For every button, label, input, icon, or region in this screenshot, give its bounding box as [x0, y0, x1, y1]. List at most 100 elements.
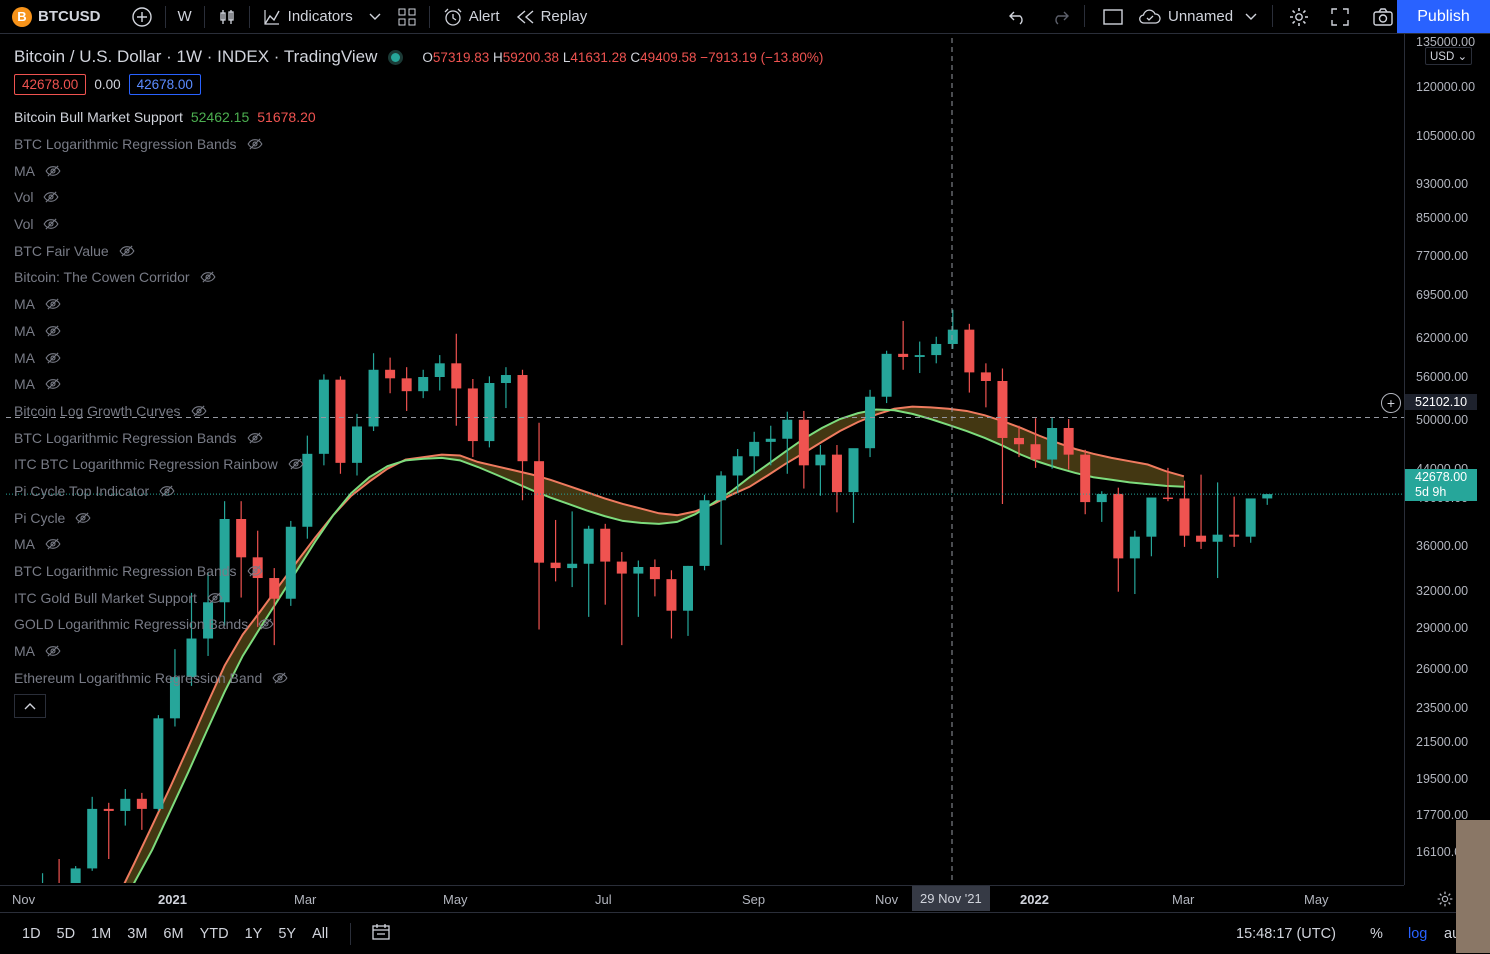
candle-up[interactable]: [732, 456, 743, 476]
indicator-row[interactable]: MA: [14, 371, 823, 398]
candle-up[interactable]: [782, 419, 793, 439]
candle-up[interactable]: [716, 475, 727, 501]
indicator-row[interactable]: Bitcoin: The Cowen Corridor: [14, 264, 823, 291]
percent-toggle[interactable]: %: [1366, 926, 1387, 942]
indicator-row[interactable]: BTC Logarithmic Regression Bands: [14, 131, 823, 158]
indicator-row[interactable]: ITC BTC Logarithmic Regression Rainbow: [14, 451, 823, 478]
candle-up[interactable]: [865, 396, 876, 449]
indicator-row[interactable]: MA: [14, 344, 823, 371]
eye-hidden-icon[interactable]: [45, 538, 61, 550]
candle-up[interactable]: [749, 441, 760, 457]
eye-hidden-icon[interactable]: [247, 432, 263, 444]
gear-icon[interactable]: [1436, 890, 1454, 908]
candle-down[interactable]: [649, 566, 660, 580]
indicator-row[interactable]: Pi Cycle: [14, 504, 823, 531]
candle-down[interactable]: [236, 518, 247, 558]
candle-down[interactable]: [1229, 534, 1240, 537]
candle-down[interactable]: [616, 561, 627, 574]
range-1m-button[interactable]: 1M: [91, 925, 112, 942]
indicator-row[interactable]: Vol: [14, 211, 823, 238]
crosshair-add-button[interactable]: +: [1381, 393, 1401, 413]
candle-down[interactable]: [964, 329, 975, 373]
price-chart[interactable]: [6, 38, 1404, 883]
candle-up[interactable]: [484, 383, 495, 442]
candle-up[interactable]: [169, 677, 180, 719]
templates-button[interactable]: [389, 0, 425, 33]
time-axis[interactable]: 29 Nov '21 Nov 2021 Mar May Jul Sep Nov 2022 Mar…: [0, 885, 1453, 913]
candle-down[interactable]: [798, 419, 809, 466]
indicator-row[interactable]: Ethereum Logarithmic Regression Band: [14, 664, 823, 691]
screenshot-button[interactable]: [1364, 0, 1402, 33]
undo-button[interactable]: [1000, 0, 1036, 33]
candle-down[interactable]: [136, 798, 147, 809]
candle-down[interactable]: [898, 353, 909, 357]
candle-up[interactable]: [219, 518, 230, 603]
indicator-row[interactable]: MA: [14, 318, 823, 345]
eye-hidden-icon[interactable]: [45, 378, 61, 390]
candle-down[interactable]: [1063, 427, 1074, 455]
eye-hidden-icon[interactable]: [45, 325, 61, 337]
symbol-search[interactable]: B BTCUSD: [0, 0, 109, 33]
range-1d-button[interactable]: 1D: [22, 925, 41, 942]
candle-down[interactable]: [666, 579, 677, 611]
candle-up[interactable]: [186, 638, 197, 678]
candle-down[interactable]: [1080, 454, 1091, 503]
candle-up[interactable]: [285, 526, 296, 599]
candle-up[interactable]: [815, 454, 826, 466]
candle-up[interactable]: [70, 868, 81, 883]
settings-button[interactable]: [1280, 0, 1318, 33]
candle-down[interactable]: [997, 380, 1008, 438]
candle-up[interactable]: [1129, 536, 1140, 559]
candle-down[interactable]: [517, 375, 528, 462]
candle-up[interactable]: [914, 355, 925, 357]
range-5y-button[interactable]: 5Y: [278, 925, 297, 942]
eye-hidden-icon[interactable]: [191, 405, 207, 417]
alert-button[interactable]: Alert: [434, 0, 508, 33]
range-1y-button[interactable]: 1Y: [244, 925, 263, 942]
candle-up[interactable]: [848, 448, 859, 493]
clock[interactable]: 15:48:17 (UTC): [1236, 926, 1336, 942]
eye-hidden-icon[interactable]: [288, 458, 304, 470]
currency-selector[interactable]: USD ⌄: [1425, 47, 1473, 65]
indicator-row[interactable]: MA: [14, 157, 823, 184]
log-toggle[interactable]: log: [1404, 926, 1431, 942]
candle-up[interactable]: [318, 379, 329, 454]
candle-down[interactable]: [1113, 493, 1124, 559]
candle-up[interactable]: [1212, 534, 1223, 542]
eye-hidden-icon[interactable]: [258, 618, 274, 630]
candle-up[interactable]: [699, 500, 710, 566]
redo-button[interactable]: [1042, 0, 1078, 33]
eye-hidden-icon[interactable]: [159, 485, 175, 497]
candle-down[interactable]: [1196, 535, 1207, 542]
candle-down[interactable]: [385, 369, 396, 379]
publish-button[interactable]: Publish: [1397, 0, 1490, 33]
eye-hidden-icon[interactable]: [207, 592, 223, 604]
candle-down[interactable]: [831, 454, 842, 493]
range-all-button[interactable]: All: [312, 925, 329, 942]
indicator-row[interactable]: Pi Cycle Top Indicator: [14, 478, 823, 505]
candle-up[interactable]: [881, 353, 892, 397]
candle-down[interactable]: [1014, 437, 1024, 445]
indicator-row[interactable]: BTC Logarithmic Regression Bands: [14, 424, 823, 451]
candle-up[interactable]: [1096, 493, 1107, 503]
candle-down[interactable]: [103, 808, 114, 811]
fullscreen-layout-button[interactable]: [1094, 0, 1132, 33]
candle-up[interactable]: [1262, 494, 1273, 499]
replay-button[interactable]: Replay: [508, 0, 596, 33]
fullscreen-button[interactable]: [1322, 0, 1358, 33]
candle-down[interactable]: [451, 363, 462, 389]
indicator-row[interactable]: Vol: [14, 184, 823, 211]
candle-down[interactable]: [534, 461, 545, 563]
indicator-row[interactable]: BTC Fair Value: [14, 237, 823, 264]
candle-down[interactable]: [467, 388, 478, 442]
candle-down[interactable]: [980, 372, 991, 381]
range-3m-button[interactable]: 3M: [127, 925, 148, 942]
candle-down[interactable]: [1030, 444, 1041, 460]
candle-up[interactable]: [567, 563, 578, 569]
eye-hidden-icon[interactable]: [200, 271, 216, 284]
range-6m-button[interactable]: 6M: [163, 925, 184, 942]
eye-hidden-icon[interactable]: [43, 191, 59, 203]
candle-up[interactable]: [87, 808, 98, 869]
eye-hidden-icon[interactable]: [45, 165, 61, 177]
goto-date-button[interactable]: [363, 923, 399, 945]
